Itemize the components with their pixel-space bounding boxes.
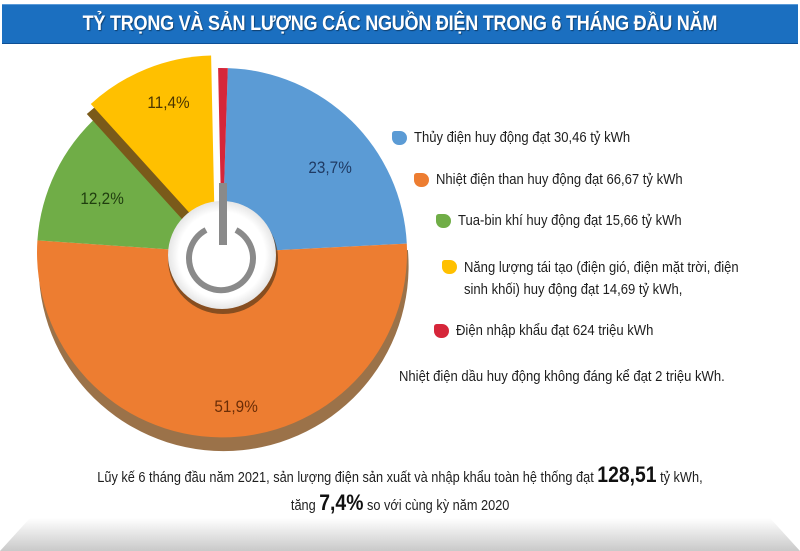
legend-swatch-hydro bbox=[392, 131, 407, 145]
legend-swatch-import bbox=[434, 324, 449, 338]
legend-item-gas: Tua-bin khí huy động đạt 15,66 tỷ kWh bbox=[436, 211, 707, 231]
slice-gas bbox=[37, 116, 223, 253]
chart-title: TỶ TRỌNG VÀ SẢN LƯỢNG CÁC NGUỒN ĐIỆN TRO… bbox=[82, 12, 718, 35]
summary-line1-suffix: tỷ kWh, bbox=[656, 470, 703, 486]
donut-hole bbox=[168, 201, 276, 309]
summary-line1-prefix: Lũy kế 6 tháng đầu năm 2021, sản lượng đ… bbox=[97, 470, 598, 486]
legend-label-renewable: Năng lượng tái tạo (điện gió, điện mặt t… bbox=[464, 257, 739, 301]
slice-hydro bbox=[222, 68, 407, 253]
legend-swatch-renewable bbox=[442, 260, 457, 274]
oil-note: Nhiệt điện dầu huy động không đáng kể đạ… bbox=[399, 369, 725, 385]
legend-label-hydro: Thủy điện huy động đạt 30,46 tỷ kWh bbox=[414, 130, 631, 146]
summary-total-value: 128,51 bbox=[597, 462, 657, 487]
legend-item-import: Điện nhập khẩu đạt 624 triệu kWh bbox=[434, 321, 675, 341]
legend-item-hydro: Thủy điện huy động đạt 30,46 tỷ kWh bbox=[392, 128, 654, 148]
legend-swatch-coal bbox=[414, 173, 429, 187]
title-banner: TỶ TRỌNG VÀ SẢN LƯỢNG CÁC NGUỒN ĐIỆN TRO… bbox=[2, 4, 798, 44]
slice-coal bbox=[37, 240, 408, 438]
legend-label-coal: Nhiệt điện than huy động đạt 66,67 tỷ kW… bbox=[436, 172, 683, 188]
legend-item-coal: Nhiệt điện than huy động đạt 66,67 tỷ kW… bbox=[414, 170, 710, 190]
legend-label-renewable-line2: sinh khối) huy động đạt 14,69 tỷ kWh, bbox=[464, 282, 683, 298]
summary-growth-value: 7,4% bbox=[319, 490, 364, 515]
legend-label-gas: Tua-bin khí huy động đạt 15,66 tỷ kWh bbox=[458, 213, 682, 229]
pie-chart: 23,7% 51,9% 12,2% 11,4% bbox=[0, 44, 440, 464]
summary-line-2: tăng 7,4% so với cùng kỳ năm 2020 bbox=[0, 490, 800, 516]
summary-line2-suffix: so với cùng kỳ năm 2020 bbox=[363, 498, 510, 514]
legend-item-renewable: Năng lượng tái tạo (điện gió, điện mặt t… bbox=[442, 257, 769, 301]
label-gas: 12,2% bbox=[80, 189, 124, 208]
legend-label-renewable-line1: Năng lượng tái tạo (điện gió, điện mặt t… bbox=[464, 260, 739, 276]
power-icon bbox=[186, 183, 256, 294]
legend-label-import: Điện nhập khẩu đạt 624 triệu kWh bbox=[456, 323, 654, 339]
label-hydro: 23,7% bbox=[308, 158, 352, 177]
slice-import bbox=[218, 67, 228, 253]
summary-line-1: Lũy kế 6 tháng đầu năm 2021, sản lượng đ… bbox=[0, 462, 800, 488]
legend-swatch-gas bbox=[436, 214, 451, 228]
summary-line2-prefix: tăng bbox=[290, 498, 320, 514]
slice-renewable bbox=[90, 55, 215, 241]
label-coal: 51,9% bbox=[214, 397, 258, 416]
footer-gradient bbox=[0, 518, 800, 551]
label-renewable: 11,4% bbox=[147, 93, 190, 112]
